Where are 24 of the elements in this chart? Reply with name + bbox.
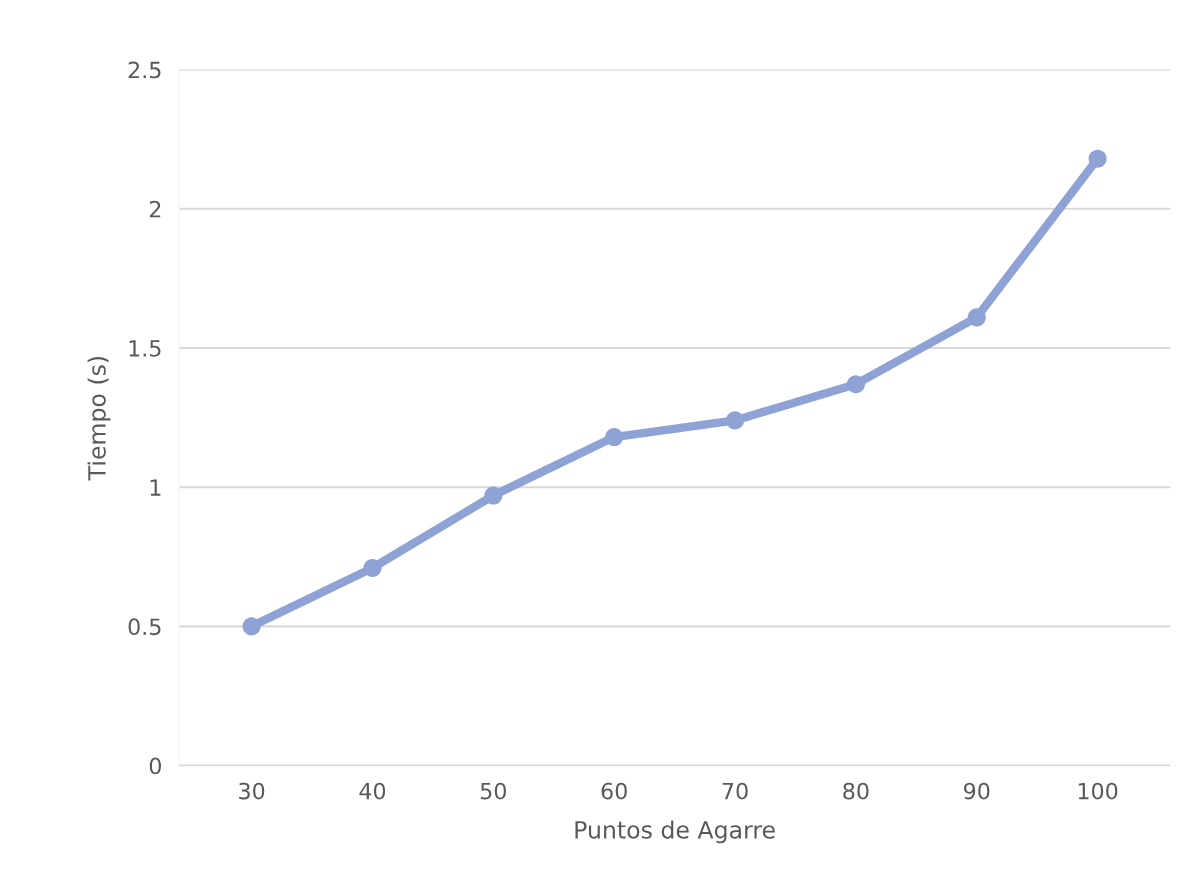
y-axis-title: Tiempo (s) [87,356,111,481]
point [726,411,745,430]
point [846,375,865,394]
x-tick-label: 90 [964,782,990,800]
y-tick-label: 2 [149,200,161,218]
y-tick-label: 0.5 [128,618,161,636]
x-tick-label: 100 [1078,782,1118,800]
point [363,558,382,577]
point [242,617,261,636]
y-tick-label: 1 [150,479,161,496]
point [1088,149,1107,168]
x-axis-title: Puntos de Agarre [575,820,775,844]
x-tick-label: 40 [359,782,386,800]
point [484,486,503,505]
x-tick-label: 30 [239,782,265,800]
point [967,308,986,327]
y-tick-label: 2.5 [128,61,161,79]
y-tick-label: 0 [149,757,161,775]
x-tick-label: 70 [722,782,748,800]
x-tick-label: 60 [601,782,627,800]
y-tick-label: 1.5 [129,340,161,357]
point [605,428,624,447]
x-tick-label: 50 [480,782,506,800]
x-tick-label: 80 [843,782,869,800]
